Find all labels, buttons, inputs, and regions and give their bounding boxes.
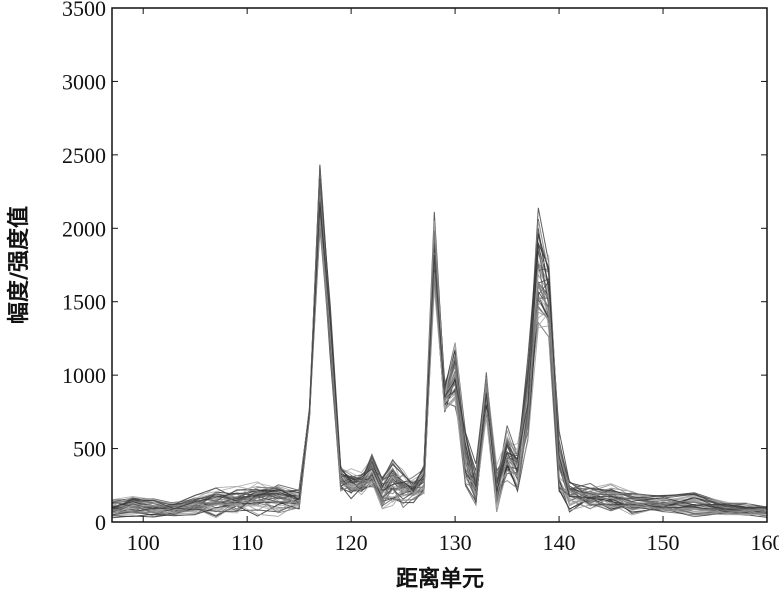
plot-frame bbox=[111, 7, 768, 523]
profile-line bbox=[111, 191, 768, 515]
y-axis-title: 幅度/强度值 bbox=[6, 206, 32, 324]
profile-line bbox=[111, 227, 768, 518]
profile-line bbox=[111, 198, 768, 513]
ticks-layer: 100 110 120 130 140 150 160 0 500 1000 1500 2000 250… bbox=[62, 0, 779, 555]
y-tick-label: 2000 bbox=[62, 216, 106, 241]
profile-line bbox=[111, 204, 768, 516]
profile-line bbox=[111, 200, 768, 513]
x-tick-label: 100 bbox=[127, 530, 160, 555]
series-layer bbox=[111, 164, 768, 519]
profile-line bbox=[111, 225, 768, 516]
y-tick-label: 1000 bbox=[62, 363, 106, 388]
profile-line bbox=[111, 223, 768, 516]
profile-line bbox=[112, 198, 768, 516]
profile-line bbox=[111, 202, 768, 510]
profile-line bbox=[111, 220, 768, 516]
x-tick-label: 130 bbox=[439, 530, 472, 555]
profile-line bbox=[111, 194, 768, 511]
x-axis-title: 距离单元 bbox=[396, 566, 484, 592]
profile-line bbox=[111, 187, 768, 517]
y-tick-label: 3000 bbox=[62, 69, 106, 94]
profile-line bbox=[111, 220, 768, 516]
y-tick-label: 3500 bbox=[62, 0, 106, 21]
y-tick-label: 500 bbox=[73, 437, 106, 462]
profile-line bbox=[111, 210, 768, 519]
profile-line bbox=[111, 215, 768, 513]
x-tick-label: 140 bbox=[543, 530, 576, 555]
profile-line bbox=[111, 196, 768, 514]
x-tick-label: 110 bbox=[231, 530, 263, 555]
profile-line bbox=[111, 222, 768, 515]
profile-line bbox=[111, 217, 768, 514]
x-tick-label: 150 bbox=[647, 530, 680, 555]
profile-line bbox=[111, 198, 768, 511]
profile-line bbox=[111, 209, 768, 512]
x-tick-label: 160 bbox=[751, 530, 779, 555]
profile-line bbox=[111, 210, 768, 519]
profile-line bbox=[111, 201, 768, 514]
profile-line bbox=[111, 205, 768, 512]
y-tick-label: 0 bbox=[95, 510, 106, 535]
x-tick-label: 120 bbox=[335, 530, 368, 555]
y-tick-label: 2500 bbox=[62, 143, 106, 168]
y-tick-label: 1500 bbox=[62, 290, 106, 315]
profile-line bbox=[111, 227, 768, 516]
profile-line bbox=[111, 196, 768, 518]
profile-line bbox=[111, 196, 768, 517]
